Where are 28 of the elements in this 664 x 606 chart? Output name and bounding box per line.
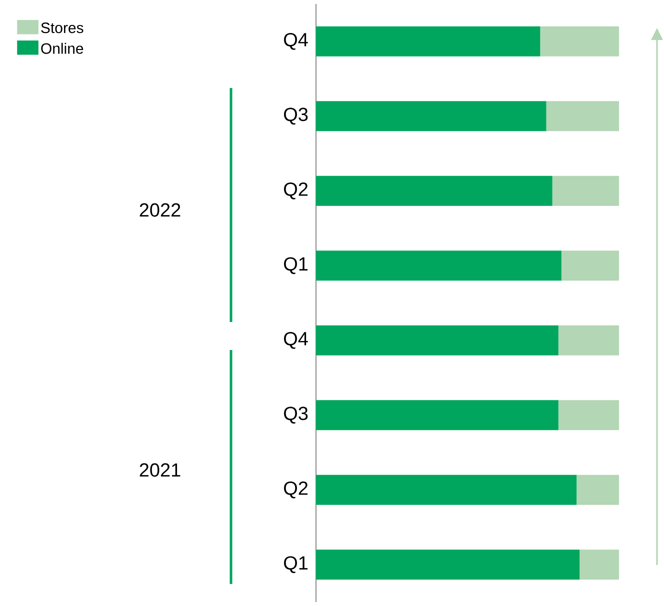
y-tick-label: Q4 — [284, 32, 308, 50]
bar — [546, 101, 619, 132]
bar — [540, 26, 619, 56]
bar — [558, 325, 619, 356]
legend-label: Stores — [41, 22, 84, 34]
y-tick-label: Q1 — [284, 257, 308, 274]
bar — [576, 474, 619, 505]
y-tick-label: Q4 — [284, 332, 308, 349]
text: 2022 — [140, 203, 180, 217]
bar — [316, 325, 558, 356]
bar — [316, 176, 552, 206]
y-tick-label: Q1 — [284, 556, 308, 574]
y-tick-label: Q2 — [284, 481, 308, 498]
bar — [316, 400, 558, 430]
bar — [561, 250, 619, 281]
y-tick-label: Q3 — [284, 406, 308, 424]
bar — [316, 250, 562, 281]
bar — [316, 101, 546, 132]
bar — [580, 550, 619, 580]
y-tick-label: Q2 — [284, 182, 308, 200]
legend-label: Online — [41, 42, 84, 54]
bar — [316, 26, 540, 56]
y-tick-label: Q3 — [284, 108, 308, 125]
bar — [552, 176, 619, 206]
text: 2021 — [140, 463, 180, 477]
bar — [316, 550, 580, 580]
bar — [316, 474, 577, 505]
bar — [558, 400, 619, 430]
